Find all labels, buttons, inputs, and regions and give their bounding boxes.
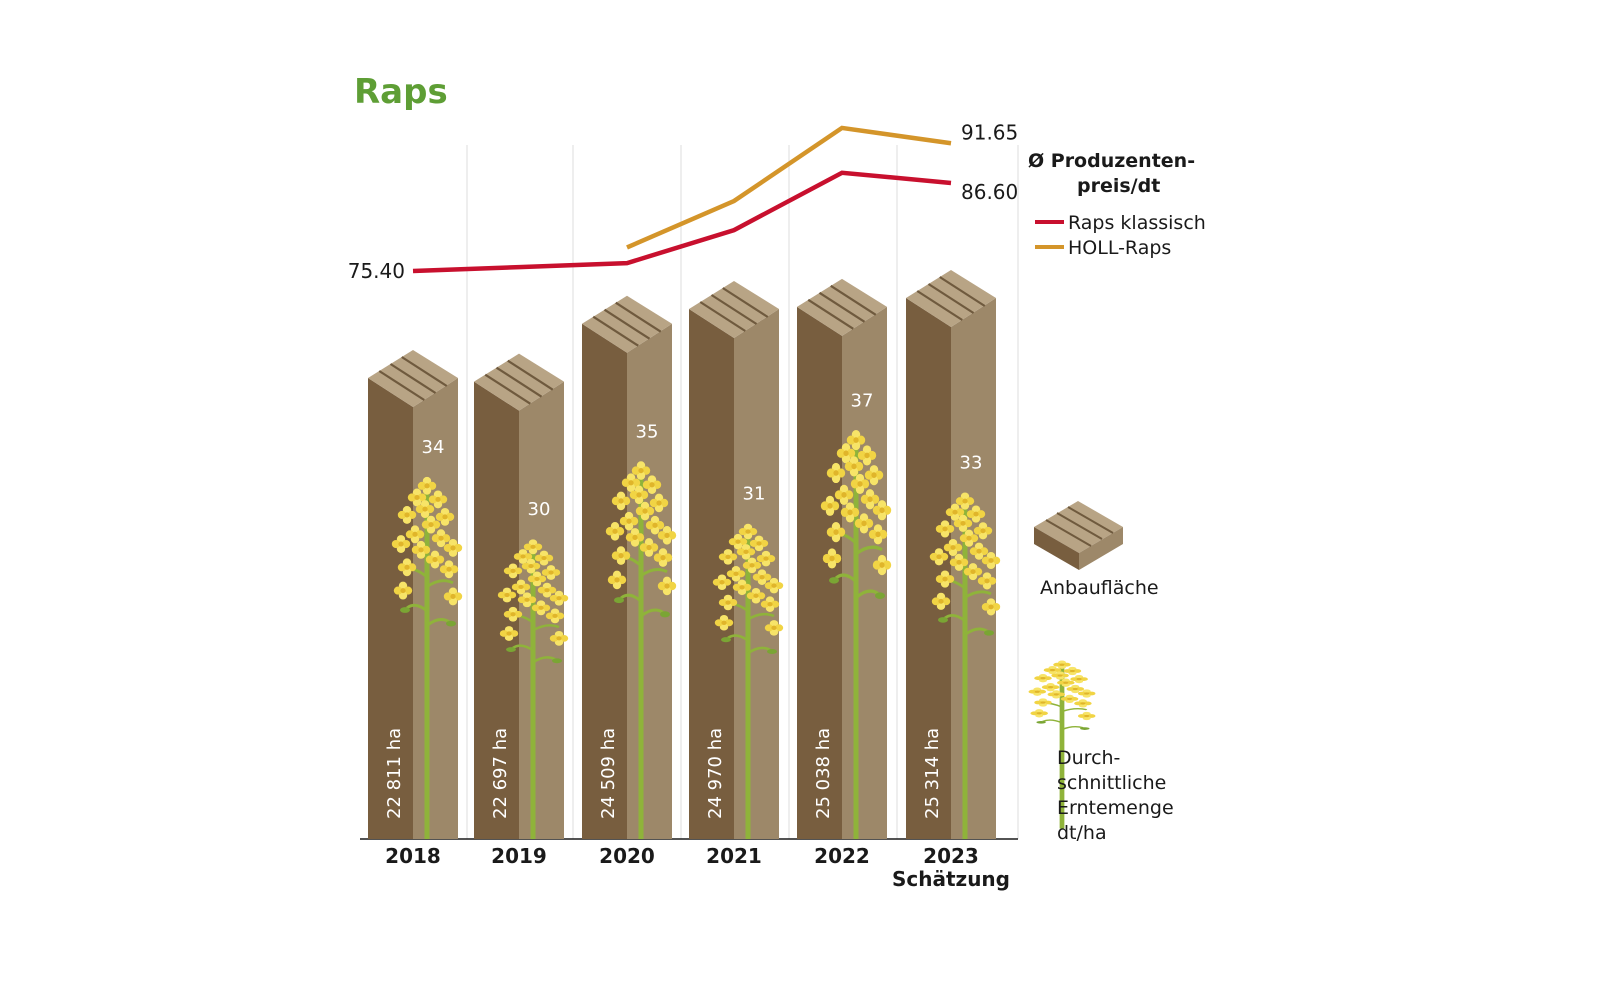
area-label-2022: 25 038 ha bbox=[813, 728, 834, 819]
yield-label-2023: 33 bbox=[960, 453, 983, 474]
chart-title: Raps bbox=[354, 72, 448, 112]
price-line-1 bbox=[626, 125, 952, 250]
legend-label-raps-klassisch: Raps klassisch bbox=[1068, 212, 1206, 234]
area-label-2018: 22 811 ha bbox=[384, 728, 405, 819]
area-label-2019: 22 697 ha bbox=[490, 728, 511, 819]
x-tick-2022: 2022 bbox=[814, 844, 870, 868]
x-tick-2023: 2023 bbox=[923, 844, 979, 868]
yield-label-2018: 34 bbox=[422, 437, 445, 458]
x-tick-2018: 2018 bbox=[385, 844, 441, 868]
yield-label-2020: 35 bbox=[636, 422, 659, 443]
yield-label-2021: 31 bbox=[743, 484, 766, 505]
legend-label-erntemenge: Durch-schnittliche Erntemenge dt/ha bbox=[1057, 747, 1174, 844]
area-column-2020: 24 509 ha 35 bbox=[582, 295, 676, 839]
area-column-2022: 25 038 ha 37 bbox=[797, 278, 891, 839]
area-column-2018: 22 811 ha 34 bbox=[368, 350, 462, 839]
x-tick-2019: 2019 bbox=[491, 844, 547, 868]
legend-price-title-line1: Ø Produzenten- bbox=[1028, 150, 1195, 172]
area-label-2021: 24 970 ha bbox=[705, 728, 726, 819]
legend-label-holl-raps: HOLL-Raps bbox=[1068, 237, 1171, 259]
legend-price-title-line2: preis/dt bbox=[1077, 175, 1160, 197]
price-label-0-5: 86.60 bbox=[961, 180, 1018, 204]
area-column-2019: 22 697 ha 30 bbox=[474, 353, 568, 839]
x-tick-2021: 2021 bbox=[706, 844, 762, 868]
legend-area-icon bbox=[1034, 501, 1123, 570]
area-columns: 22 811 ha 34 22 697 ha 30 24 509 ha 35 24 970 … bbox=[368, 270, 1000, 839]
area-label-2023: 25 314 ha bbox=[922, 728, 943, 819]
yield-label-2022: 37 bbox=[851, 391, 874, 412]
price-lines: 75.40 86.60 91.65 bbox=[348, 120, 1019, 283]
price-label-0-0: 75.40 bbox=[348, 259, 405, 283]
area-column-2023: 25 314 ha 33 bbox=[906, 270, 1000, 839]
x-tick-sub-2023: Schätzung bbox=[892, 867, 1010, 891]
yield-label-2019: 30 bbox=[528, 499, 551, 520]
legend: Ø Produzenten- preis/dt Raps klassisch H… bbox=[1028, 150, 1206, 844]
legend-label-anbauflaeche: Anbaufläche bbox=[1040, 577, 1159, 599]
price-line-0 bbox=[412, 170, 952, 274]
price-label-1-5: 91.65 bbox=[961, 120, 1018, 144]
area-column-2021: 24 970 ha 31 bbox=[689, 280, 783, 839]
x-tick-2020: 2020 bbox=[599, 844, 655, 868]
grid-lines bbox=[466, 145, 1019, 839]
area-label-2020: 24 509 ha bbox=[598, 728, 619, 819]
